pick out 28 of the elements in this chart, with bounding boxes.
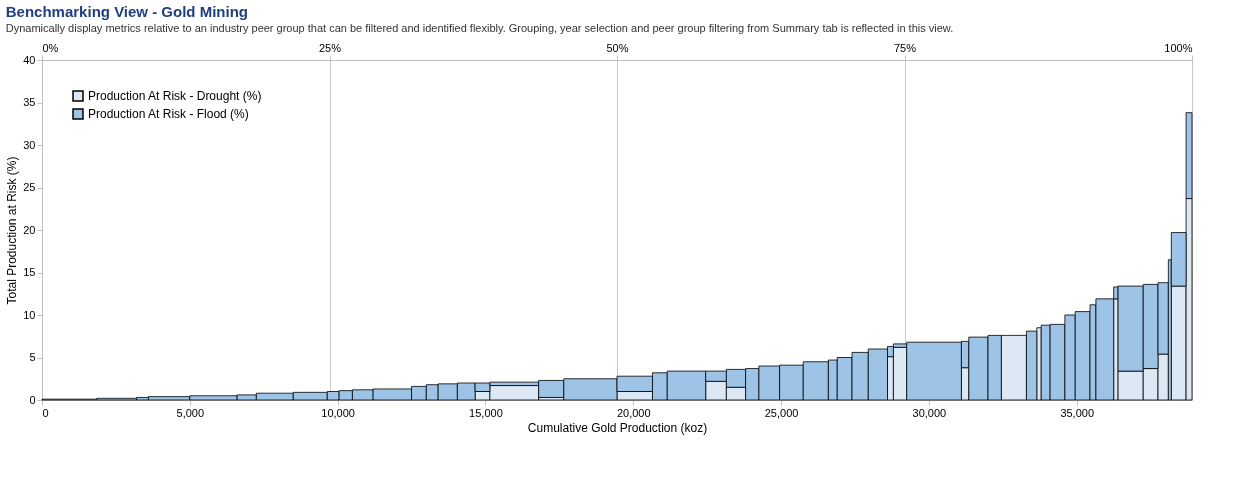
x-tick-label: 25,000 — [764, 406, 799, 419]
y-tick-label: 30 — [23, 138, 36, 151]
chart-subtitle: Dynamically display metrics relative to an industry peer group that can be filtered and identified flexibly. Grouping, year selection and peer group filtering from Summary tab is reflected in this view. — [5, 22, 954, 34]
x-tick-label: 30,000 — [912, 406, 947, 419]
x-tick-label: 0 — [42, 406, 49, 419]
x-tick-label: 20,000 — [616, 406, 651, 419]
legend-label: Production At Risk - Flood (%) — [88, 107, 249, 121]
x-tick-label: 35,000 — [1060, 406, 1095, 419]
y-tick-label: 25 — [23, 181, 36, 193]
x2-tick-label: 0% — [42, 41, 59, 54]
x2-tick-label: 100% — [1164, 41, 1193, 54]
x-tick-label: 15,000 — [469, 406, 503, 419]
x2-tick-label: 25% — [318, 41, 342, 54]
y-tick-label: 5 — [29, 351, 36, 363]
y-tick-label: 10 — [23, 308, 36, 321]
y-tick-label: 15 — [23, 266, 36, 278]
x2-tick-label: 75% — [893, 41, 917, 54]
x-tick-label: 5,000 — [176, 406, 205, 419]
y-tick-label: 0 — [29, 393, 36, 406]
x-tick-label: 10,000 — [321, 406, 355, 419]
legend-label: Production At Risk - Drought (%) — [88, 89, 262, 103]
y-axis-title: Total Production at Risk (%) — [5, 156, 20, 305]
chart-title: Benchmarking View - Gold Mining — [5, 3, 249, 20]
x2-tick-label: 50% — [606, 41, 629, 54]
y-tick-label: 35 — [23, 96, 36, 108]
x-axis-title: Cumulative Gold Production (koz) — [527, 420, 708, 435]
y-tick-label: 20 — [23, 223, 36, 236]
y-tick-label: 40 — [23, 53, 36, 66]
